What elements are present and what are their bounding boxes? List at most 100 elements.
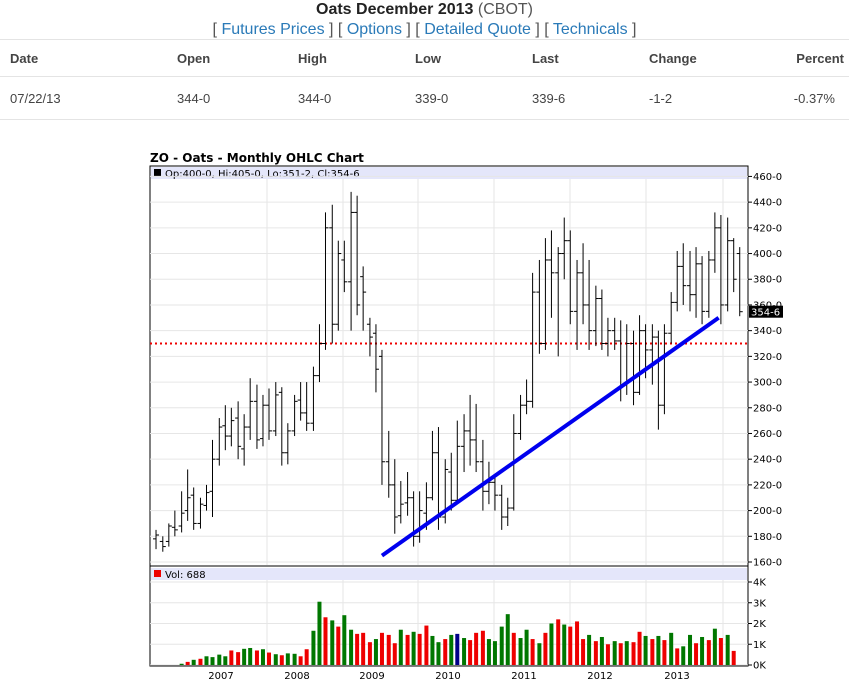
price-tick-label: 340-0 (753, 326, 782, 337)
cell-high: 344-0 (298, 76, 415, 120)
volume-bar (706, 640, 711, 665)
ohlc-bar (717, 214, 724, 325)
nav-links: [ Futures Prices ] [ Options ] [ Detaile… (212, 21, 637, 38)
year-label: 2009 (359, 671, 384, 682)
col-low: Low (415, 39, 532, 77)
ohlc-bar (416, 491, 423, 543)
volume-bar (568, 626, 573, 665)
volume-bar (417, 633, 422, 665)
col-last: Last (532, 39, 649, 77)
ohlc-bar (473, 403, 480, 473)
volume-bar (336, 626, 341, 665)
volume-bar (248, 647, 253, 665)
volume-bar (204, 656, 209, 665)
volume-bar (499, 626, 504, 665)
volume-bar (631, 642, 636, 665)
year-label: 2013 (664, 671, 689, 682)
volume-info-label: Vol: 688 (165, 570, 206, 581)
ohlc-bar (668, 292, 675, 344)
ohlc-bar (517, 394, 524, 440)
price-tick-label: 420-0 (753, 223, 782, 234)
volume-bar (330, 620, 335, 665)
last-price-label: 354-6 (751, 308, 780, 319)
futures-prices-link[interactable]: Futures Prices (221, 21, 325, 38)
ohlc-bar (216, 418, 223, 466)
volume-bar (624, 641, 629, 665)
volume-bar (398, 629, 403, 665)
volume-bar (605, 644, 610, 665)
volume-tick-label: 2K (753, 619, 766, 630)
volume-bar (455, 633, 460, 665)
volume-bar (292, 653, 297, 665)
volume-bar (392, 643, 397, 665)
ohlc-bar (580, 243, 587, 325)
volume-bar (191, 659, 196, 665)
page-title: Oats December 2013 (CBOT) (0, 0, 849, 20)
ohlc-bar (467, 394, 474, 466)
ohlc-bar (410, 491, 417, 547)
col-change: Change (649, 39, 790, 77)
ohlc-bar (693, 247, 700, 318)
ohlc-bar (479, 439, 486, 511)
cell-last: 339-6 (532, 76, 649, 120)
volume-bar (581, 639, 586, 665)
volume-bar (524, 629, 529, 665)
volume-bar (725, 634, 730, 665)
ohlc-bar (542, 238, 549, 350)
ohlc-bar (724, 217, 731, 312)
ohlc-bar (705, 250, 712, 318)
volume-bar (505, 614, 510, 665)
volume-bar (669, 632, 674, 665)
ohlc-bar (291, 394, 298, 437)
ohlc-bar (429, 430, 436, 501)
volume-bar (543, 632, 548, 665)
ohlc-bar (561, 217, 568, 280)
volume-bar (273, 654, 278, 665)
ohlc-bar (159, 536, 166, 552)
cell-date: 07/22/13 (0, 76, 177, 120)
price-tick-label: 200-0 (753, 506, 782, 517)
volume-bar (436, 642, 441, 665)
ohlc-bar (448, 452, 455, 511)
ohlc-bar (235, 401, 242, 460)
technicals-link[interactable]: Technicals (552, 21, 628, 38)
ohlc-bar (203, 484, 210, 511)
ohlc-bar (178, 491, 185, 533)
ohlc-bar (680, 243, 687, 305)
year-label: 2008 (284, 671, 309, 682)
volume-bar (575, 621, 580, 665)
price-tick-label: 160-0 (753, 558, 782, 569)
quote-table: Date Open High Low Last Change Percent 0… (0, 39, 849, 120)
ohlc-bar (674, 250, 681, 312)
ohlc-bar (297, 382, 304, 421)
price-tick-label: 300-0 (753, 378, 782, 389)
col-high: High (298, 39, 415, 77)
ohlc-bar (259, 394, 266, 447)
ohlc-bars (153, 191, 743, 552)
volume-bar (304, 649, 309, 665)
ohlc-bar (284, 423, 291, 465)
ohlc-bar (687, 250, 694, 312)
detailed-quote-link[interactable]: Detailed Quote (424, 21, 531, 38)
ohlc-bar (555, 247, 562, 357)
price-tick-label: 280-0 (753, 403, 782, 414)
volume-legend-swatch (154, 570, 161, 577)
volume-bar (662, 640, 667, 665)
ohlc-bar (184, 469, 191, 521)
volume-bar (217, 654, 222, 665)
volume-bar (223, 656, 228, 665)
price-tick-label: 440-0 (753, 198, 782, 209)
chart-container: ZO - Oats - Monthly OHLC Chart Op:400-0,… (0, 140, 849, 693)
volume-bar (185, 661, 190, 665)
volume-bar (562, 624, 567, 665)
volume-bar (236, 652, 241, 665)
volume-bar (650, 639, 655, 665)
ohlc-bar (636, 315, 643, 395)
options-link[interactable]: Options (346, 21, 402, 38)
ohlc-bar (574, 259, 581, 350)
volume-bars (179, 601, 736, 665)
volume-bar (179, 663, 184, 665)
col-date: Date (0, 39, 177, 77)
quote-row: 07/22/13 344-0 344-0 339-0 339-6 -1-2 -0… (0, 76, 849, 120)
ohlc-bar (604, 317, 611, 357)
